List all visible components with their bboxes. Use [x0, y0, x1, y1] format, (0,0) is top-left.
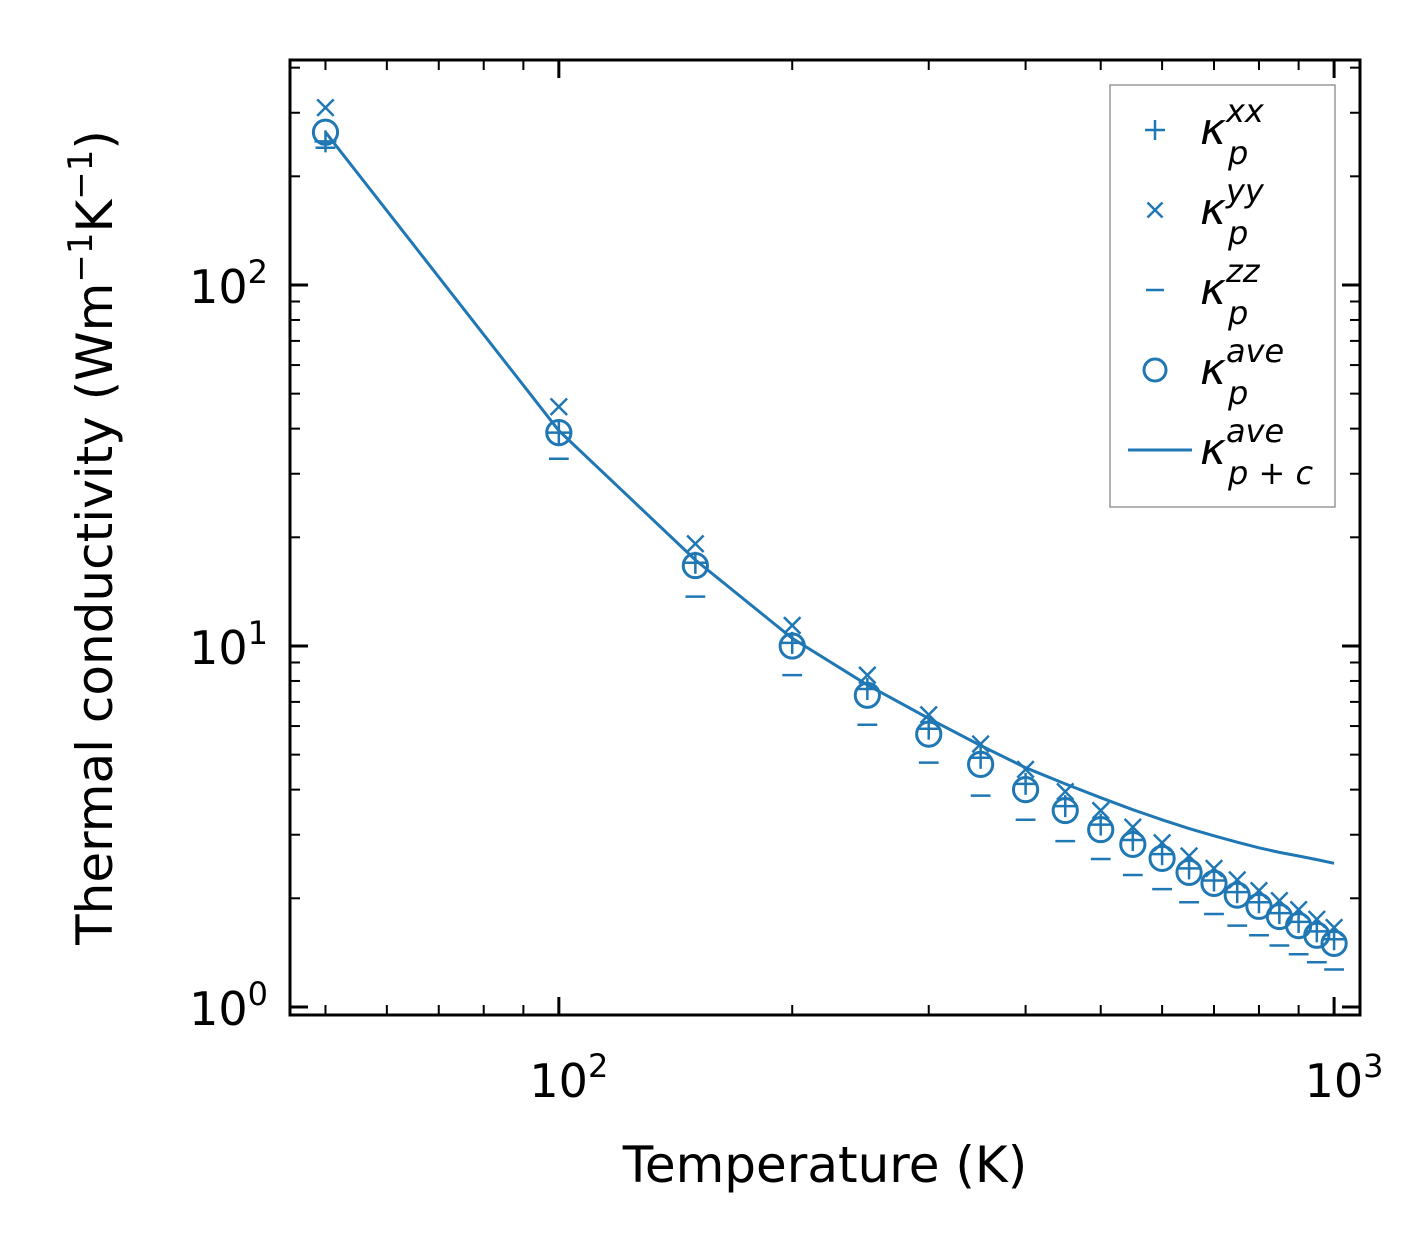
figure: 102 103100101102 Temperature (K) Thermal … — [0, 0, 1421, 1254]
y-axis-title-mid: K — [66, 199, 124, 233]
y-axis-title-text: Thermal conductivity (Wm — [66, 283, 124, 946]
y-axis-title-close: ) — [66, 130, 124, 150]
y-axis-title-exp1: −1 — [61, 233, 101, 283]
y-axis-title-exp2: −1 — [61, 150, 101, 200]
x-axis-title: Temperature (K) — [622, 1136, 1027, 1194]
